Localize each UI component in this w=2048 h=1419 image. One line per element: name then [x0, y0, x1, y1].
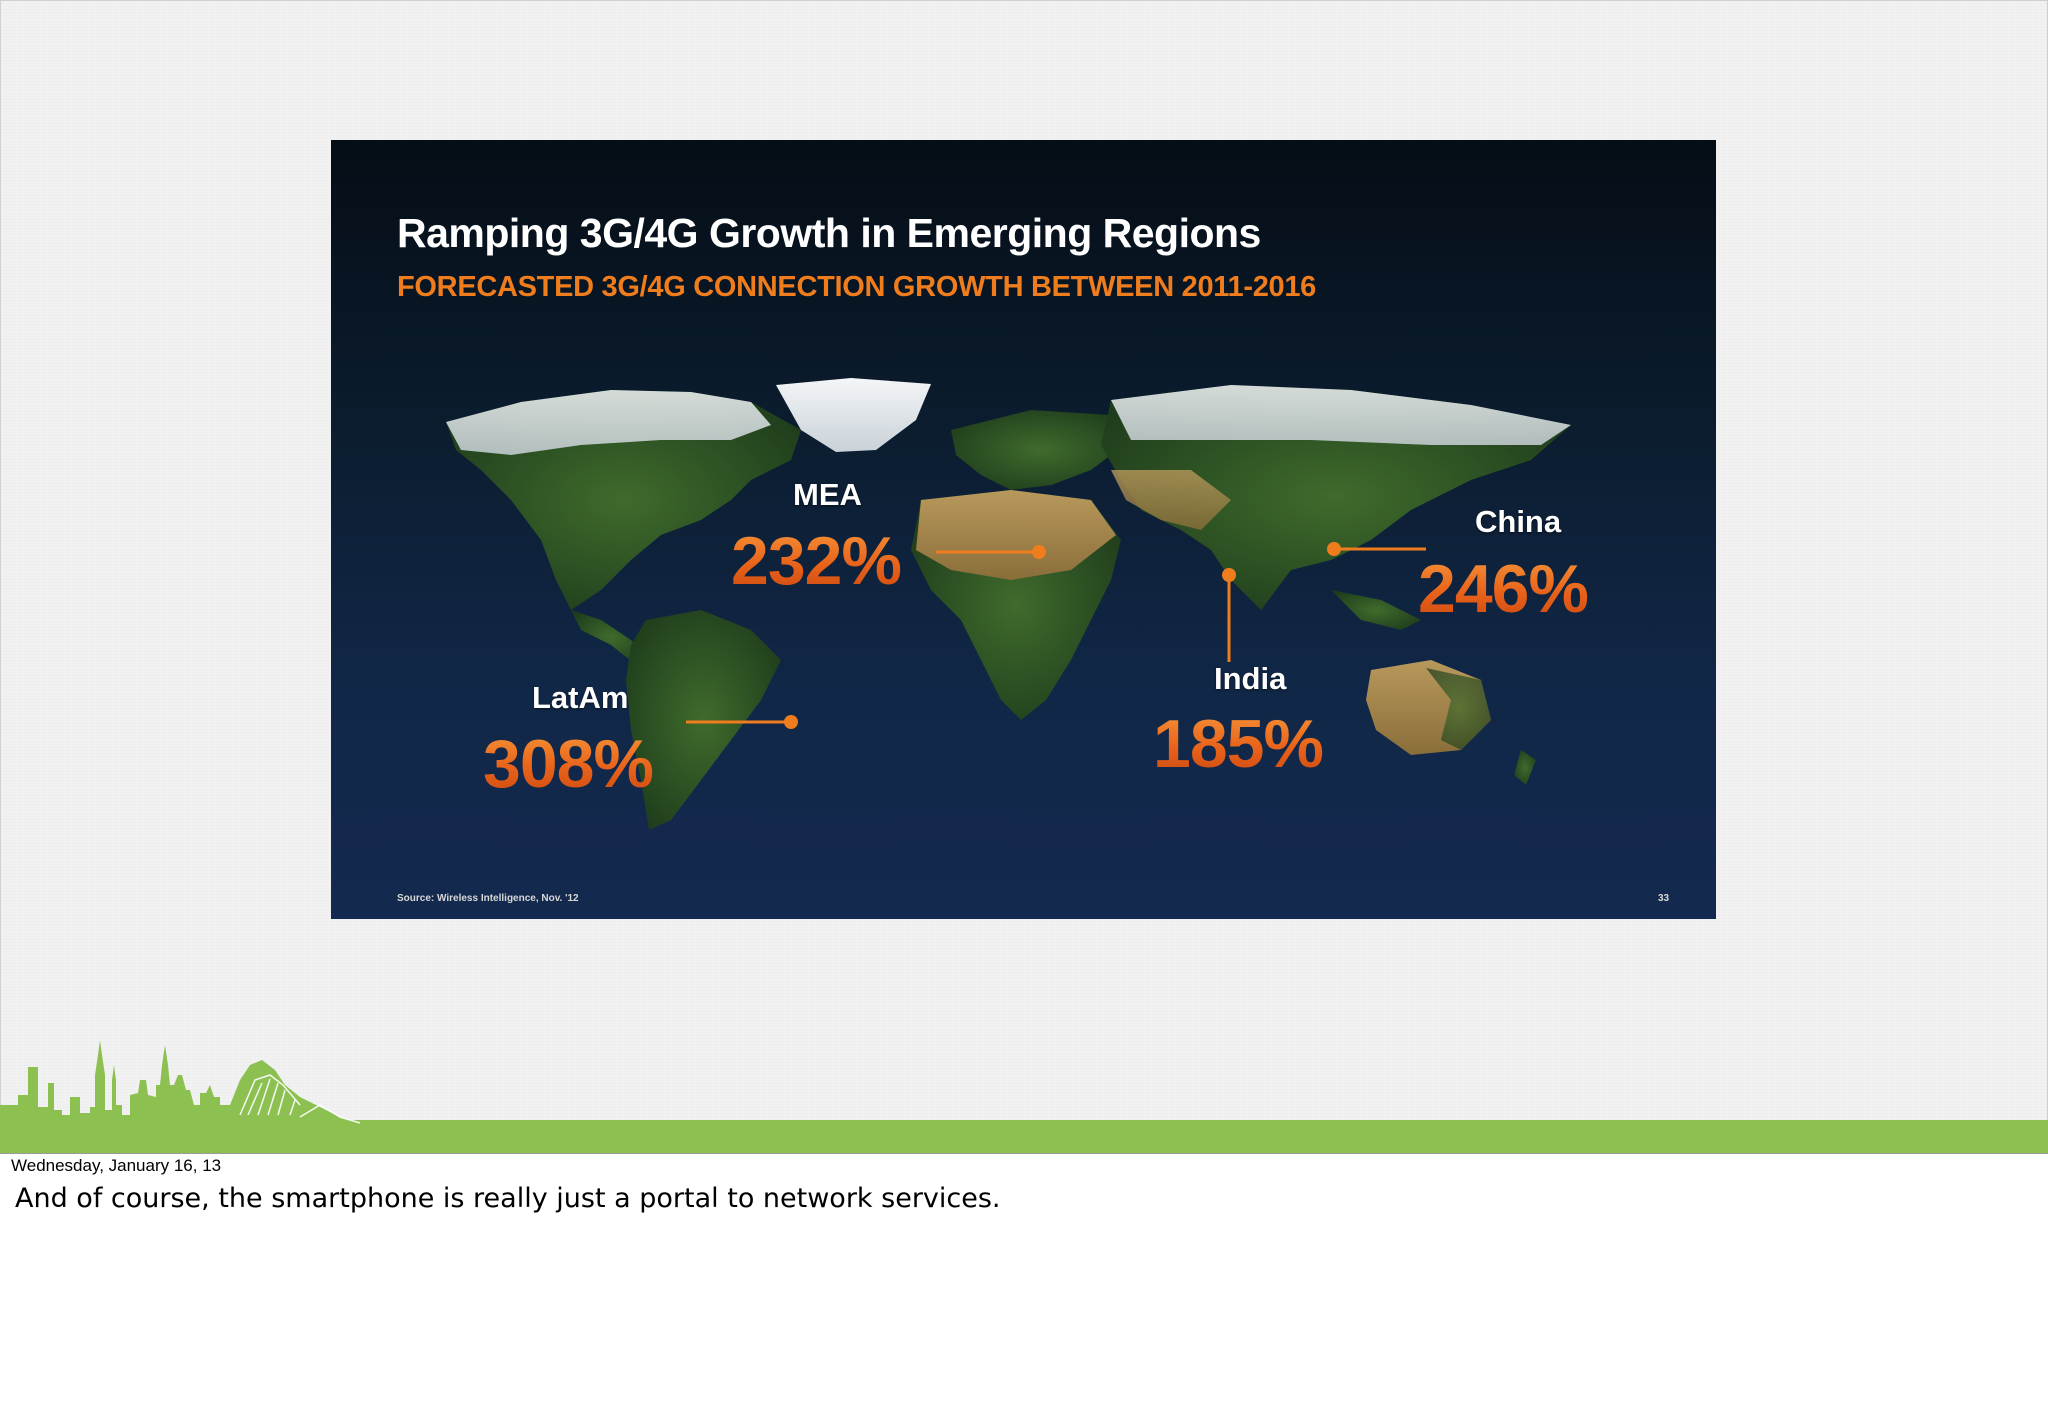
world-map-image [446, 378, 1571, 830]
region-value-latam: 308% [483, 726, 654, 802]
slide-subtitle: FORECASTED 3G/4G CONNECTION GROWTH BETWE… [397, 271, 1317, 303]
source-note: Source: Wireless Intelligence, Nov. '12 [397, 893, 579, 904]
greenland-landmass [776, 378, 931, 452]
region-value-india: 185% [1153, 706, 1324, 782]
city-skyline-banner [0, 1040, 2048, 1153]
region-value-china: 246% [1418, 551, 1589, 627]
europe-landmass [951, 410, 1131, 490]
region-label-china: China [1475, 504, 1562, 539]
slide-canvas: Ramping 3G/4G Growth in Emerging Regions… [0, 0, 2048, 1154]
region-label-latam: LatAm [532, 680, 629, 715]
presenter-date: Wednesday, January 16, 13 [11, 1156, 222, 1175]
presenter-notes: And of course, the smartphone is really … [15, 1183, 1001, 1214]
india-callout [1222, 568, 1236, 662]
region-value-mea: 232% [731, 523, 902, 599]
region-label-india: India [1214, 661, 1287, 696]
mea-callout [936, 545, 1046, 559]
slide-page-number: 33 [1658, 893, 1670, 904]
rollercoaster-icon [239, 1074, 361, 1124]
south-america-landmass [626, 610, 781, 830]
region-label-mea: MEA [793, 477, 862, 512]
embedded-slide-image: Ramping 3G/4G Growth in Emerging Regions… [331, 140, 1716, 919]
latam-callout [686, 715, 798, 729]
slide-title: Ramping 3G/4G Growth in Emerging Regions [397, 210, 1261, 256]
china-callout [1327, 542, 1426, 556]
